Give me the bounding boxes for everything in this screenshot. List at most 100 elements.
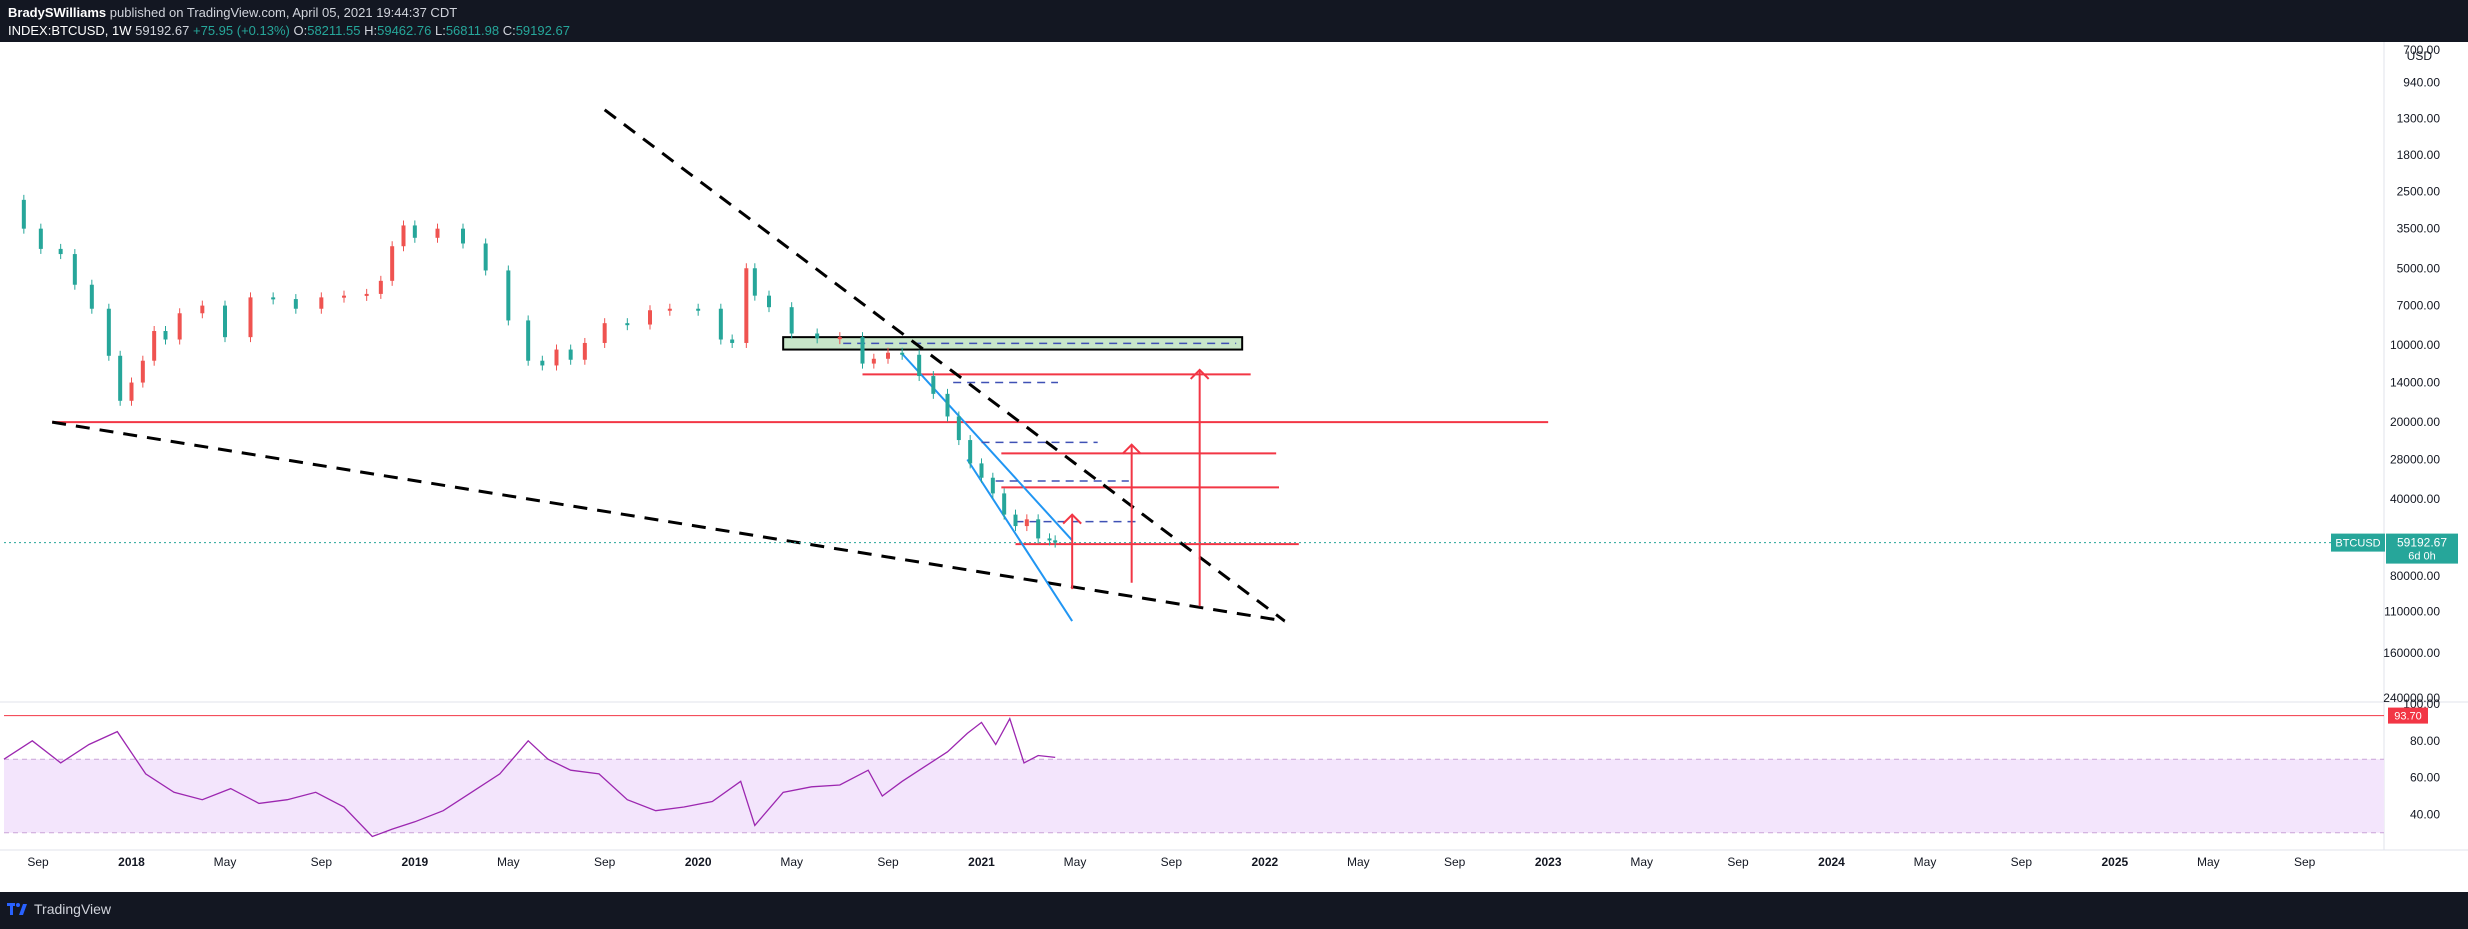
- candle: [58, 248, 63, 255]
- time-tick-label: Sep: [2294, 855, 2316, 869]
- candle: [483, 243, 488, 271]
- high-value: 59462.76: [377, 23, 432, 38]
- chart-area[interactable]: 700.00 940.00 1300.00 1800.00 2500.00 3500.00…: [0, 42, 2468, 892]
- open-label: O:: [293, 23, 308, 38]
- candle: [582, 342, 587, 360]
- open-value: 58211.55: [307, 23, 361, 38]
- candle: [1047, 538, 1052, 541]
- tradingview-logo[interactable]: TradingView: [6, 901, 111, 917]
- time-tick-label: Sep: [594, 855, 616, 869]
- chart-header: BradySWilliams published on TradingView.…: [0, 0, 2468, 42]
- candle: [140, 360, 145, 383]
- price-tick-label: 40000.00: [2390, 492, 2440, 506]
- candle: [696, 308, 701, 311]
- price-tag-value: 59192.67: [2397, 536, 2447, 550]
- price-tag[interactable]: [2386, 533, 2458, 564]
- price-tick-label: 14000.00: [2390, 376, 2440, 390]
- candle: [342, 295, 346, 298]
- last-price: 59192.67: [135, 23, 190, 38]
- chart-canvas[interactable]: 700.00 940.00 1300.00 1800.00 2500.00 3500.00…: [0, 42, 2468, 892]
- arrow-head: [1189, 368, 1210, 380]
- price-tick-label: 10000.00: [2390, 338, 2440, 352]
- time-tick-label: 2018: [118, 855, 145, 869]
- price-tick-label: 80000.00: [2390, 569, 2440, 583]
- price-tick-label: 240000.00: [2383, 691, 2440, 705]
- candle: [435, 228, 440, 238]
- time-tick-label: Sep: [311, 855, 333, 869]
- candle: [667, 308, 672, 311]
- candle: [1036, 519, 1041, 539]
- brand-label: TradingView: [34, 901, 112, 917]
- candle: [990, 477, 995, 494]
- time-tick-label: May: [780, 855, 803, 869]
- candle: [767, 295, 771, 308]
- candle: [860, 337, 865, 364]
- rsi-band: [4, 759, 2384, 833]
- candle: [730, 339, 735, 343]
- candle: [1053, 540, 1058, 543]
- time-tick-label: May: [1914, 855, 1937, 869]
- candle: [177, 313, 182, 340]
- close-value: 59192.67: [515, 23, 570, 38]
- candle: [554, 349, 559, 366]
- time-tick-label: May: [1064, 855, 1087, 869]
- time-tick-label: 2022: [1251, 855, 1278, 869]
- candle: [837, 337, 842, 340]
- time-tick-label: 2021: [968, 855, 995, 869]
- rsi-value-tag[interactable]: [2388, 707, 2428, 724]
- rsi-tick-label: 40.00: [2410, 807, 2440, 821]
- price-tick-label: 2500.00: [2397, 184, 2441, 198]
- candle: [200, 305, 205, 314]
- time-tick-label: May: [214, 855, 237, 869]
- price-tick-label: 7000.00: [2397, 299, 2441, 313]
- time-tick-label: May: [2197, 855, 2220, 869]
- time-tick-label: Sep: [877, 855, 899, 869]
- close-label: C:: [502, 23, 516, 38]
- candle: [248, 297, 253, 338]
- arrow-head: [1062, 513, 1082, 525]
- rsi-tick-label: 100.00: [2403, 697, 2440, 711]
- high-label: H:: [364, 23, 378, 38]
- candle: [271, 297, 276, 300]
- candle: [1002, 493, 1007, 515]
- rsi-line: [3, 717, 1056, 838]
- time-tick-label: Sep: [1444, 855, 1466, 869]
- candle: [744, 268, 749, 343]
- rsi-tick-label: 60.00: [2410, 771, 2440, 785]
- price-change: +75.95 (+0.13%): [193, 23, 290, 38]
- candle: [390, 246, 395, 281]
- dashed-trend-line[interactable]: [51, 420, 1285, 623]
- price-tick-label: 940.00: [2403, 76, 2440, 90]
- candle: [412, 225, 417, 238]
- candle: [401, 225, 406, 247]
- time-tick-label: Sep: [1161, 855, 1183, 869]
- dashed-trend-line[interactable]: [603, 108, 1286, 623]
- bar-countdown: 6d 0h: [2408, 551, 2436, 563]
- candle: [900, 352, 905, 355]
- ohlc-legend: INDEX:BTCUSD, 1W 59192.67 +75.95 (+0.13%…: [8, 23, 570, 38]
- price-tick-label: 3500.00: [2397, 222, 2441, 236]
- price-tick-label: 1800.00: [2397, 148, 2441, 162]
- price-axis-unit: USD: [2407, 49, 2433, 63]
- candle: [118, 355, 123, 401]
- author-name[interactable]: BradySWilliams: [8, 5, 107, 20]
- price-tick-label: 110000.00: [2384, 604, 2440, 618]
- candle: [648, 310, 652, 325]
- time-tick-label: Sep: [27, 855, 49, 869]
- candle: [163, 331, 168, 340]
- channel-line[interactable]: [901, 353, 1073, 542]
- arrow-head: [1121, 443, 1142, 455]
- candle: [223, 305, 227, 338]
- publish-info: BradySWilliams published on TradingView.…: [8, 5, 457, 20]
- price-tick-label: 160000.00: [2383, 646, 2440, 660]
- candle: [106, 308, 111, 356]
- channel-line[interactable]: [966, 458, 1074, 622]
- candle: [72, 254, 77, 285]
- candle: [625, 323, 630, 326]
- symbol-tag[interactable]: [2331, 533, 2385, 552]
- candle: [968, 440, 973, 464]
- candle: [917, 354, 922, 377]
- symbol-label[interactable]: INDEX:BTCUSD, 1W: [8, 23, 132, 38]
- time-tick-label: May: [1630, 855, 1653, 869]
- price-tick-label: 5000.00: [2397, 261, 2441, 275]
